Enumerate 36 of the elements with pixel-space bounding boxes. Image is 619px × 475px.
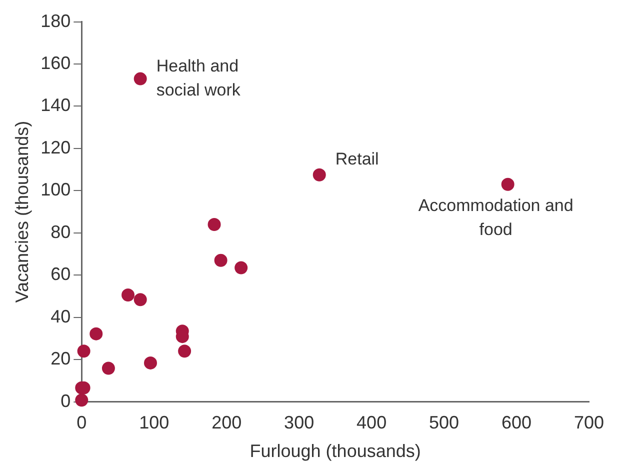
y-tick-label: 20 <box>50 348 71 369</box>
y-tick-label: 140 <box>40 95 71 116</box>
point <box>134 293 147 306</box>
point <box>208 218 221 231</box>
x-tick-label: 600 <box>501 412 532 433</box>
point <box>90 327 103 340</box>
point <box>144 356 157 370</box>
x-tick-label: 300 <box>284 412 314 433</box>
y-tick-label: 40 <box>50 306 71 326</box>
y-axis-title: Vacancies (thousands) <box>12 120 32 303</box>
y-tick-label: 100 <box>40 180 71 200</box>
y-tick-label: 120 <box>40 137 71 158</box>
point <box>102 362 115 375</box>
annotation: Health and social work <box>156 56 241 100</box>
point <box>122 288 135 302</box>
y-tick-label: 80 <box>50 222 71 242</box>
x-axis-title: Furlough (thousands) <box>250 441 421 462</box>
annotation: Retail <box>335 150 379 169</box>
y-tick-label: 60 <box>50 264 71 284</box>
x-tick-label: 400 <box>356 412 387 433</box>
x-tick-label: 700 <box>574 412 604 433</box>
y-tick-label: 160 <box>40 52 71 73</box>
point <box>234 261 248 274</box>
x-tick-label: 100 <box>139 412 170 433</box>
point <box>501 178 514 191</box>
point <box>214 254 228 267</box>
x-tick-label: 200 <box>212 412 242 433</box>
y-tick-label: 180 <box>40 10 71 31</box>
point <box>312 168 326 182</box>
y-tick-label: 0 <box>60 390 71 411</box>
x-tick-label: 500 <box>429 412 460 433</box>
annotation: Accommodation and food <box>418 196 574 240</box>
x-tick-label: 0 <box>76 412 87 433</box>
point <box>77 344 90 358</box>
point <box>134 72 147 86</box>
point <box>178 344 192 358</box>
